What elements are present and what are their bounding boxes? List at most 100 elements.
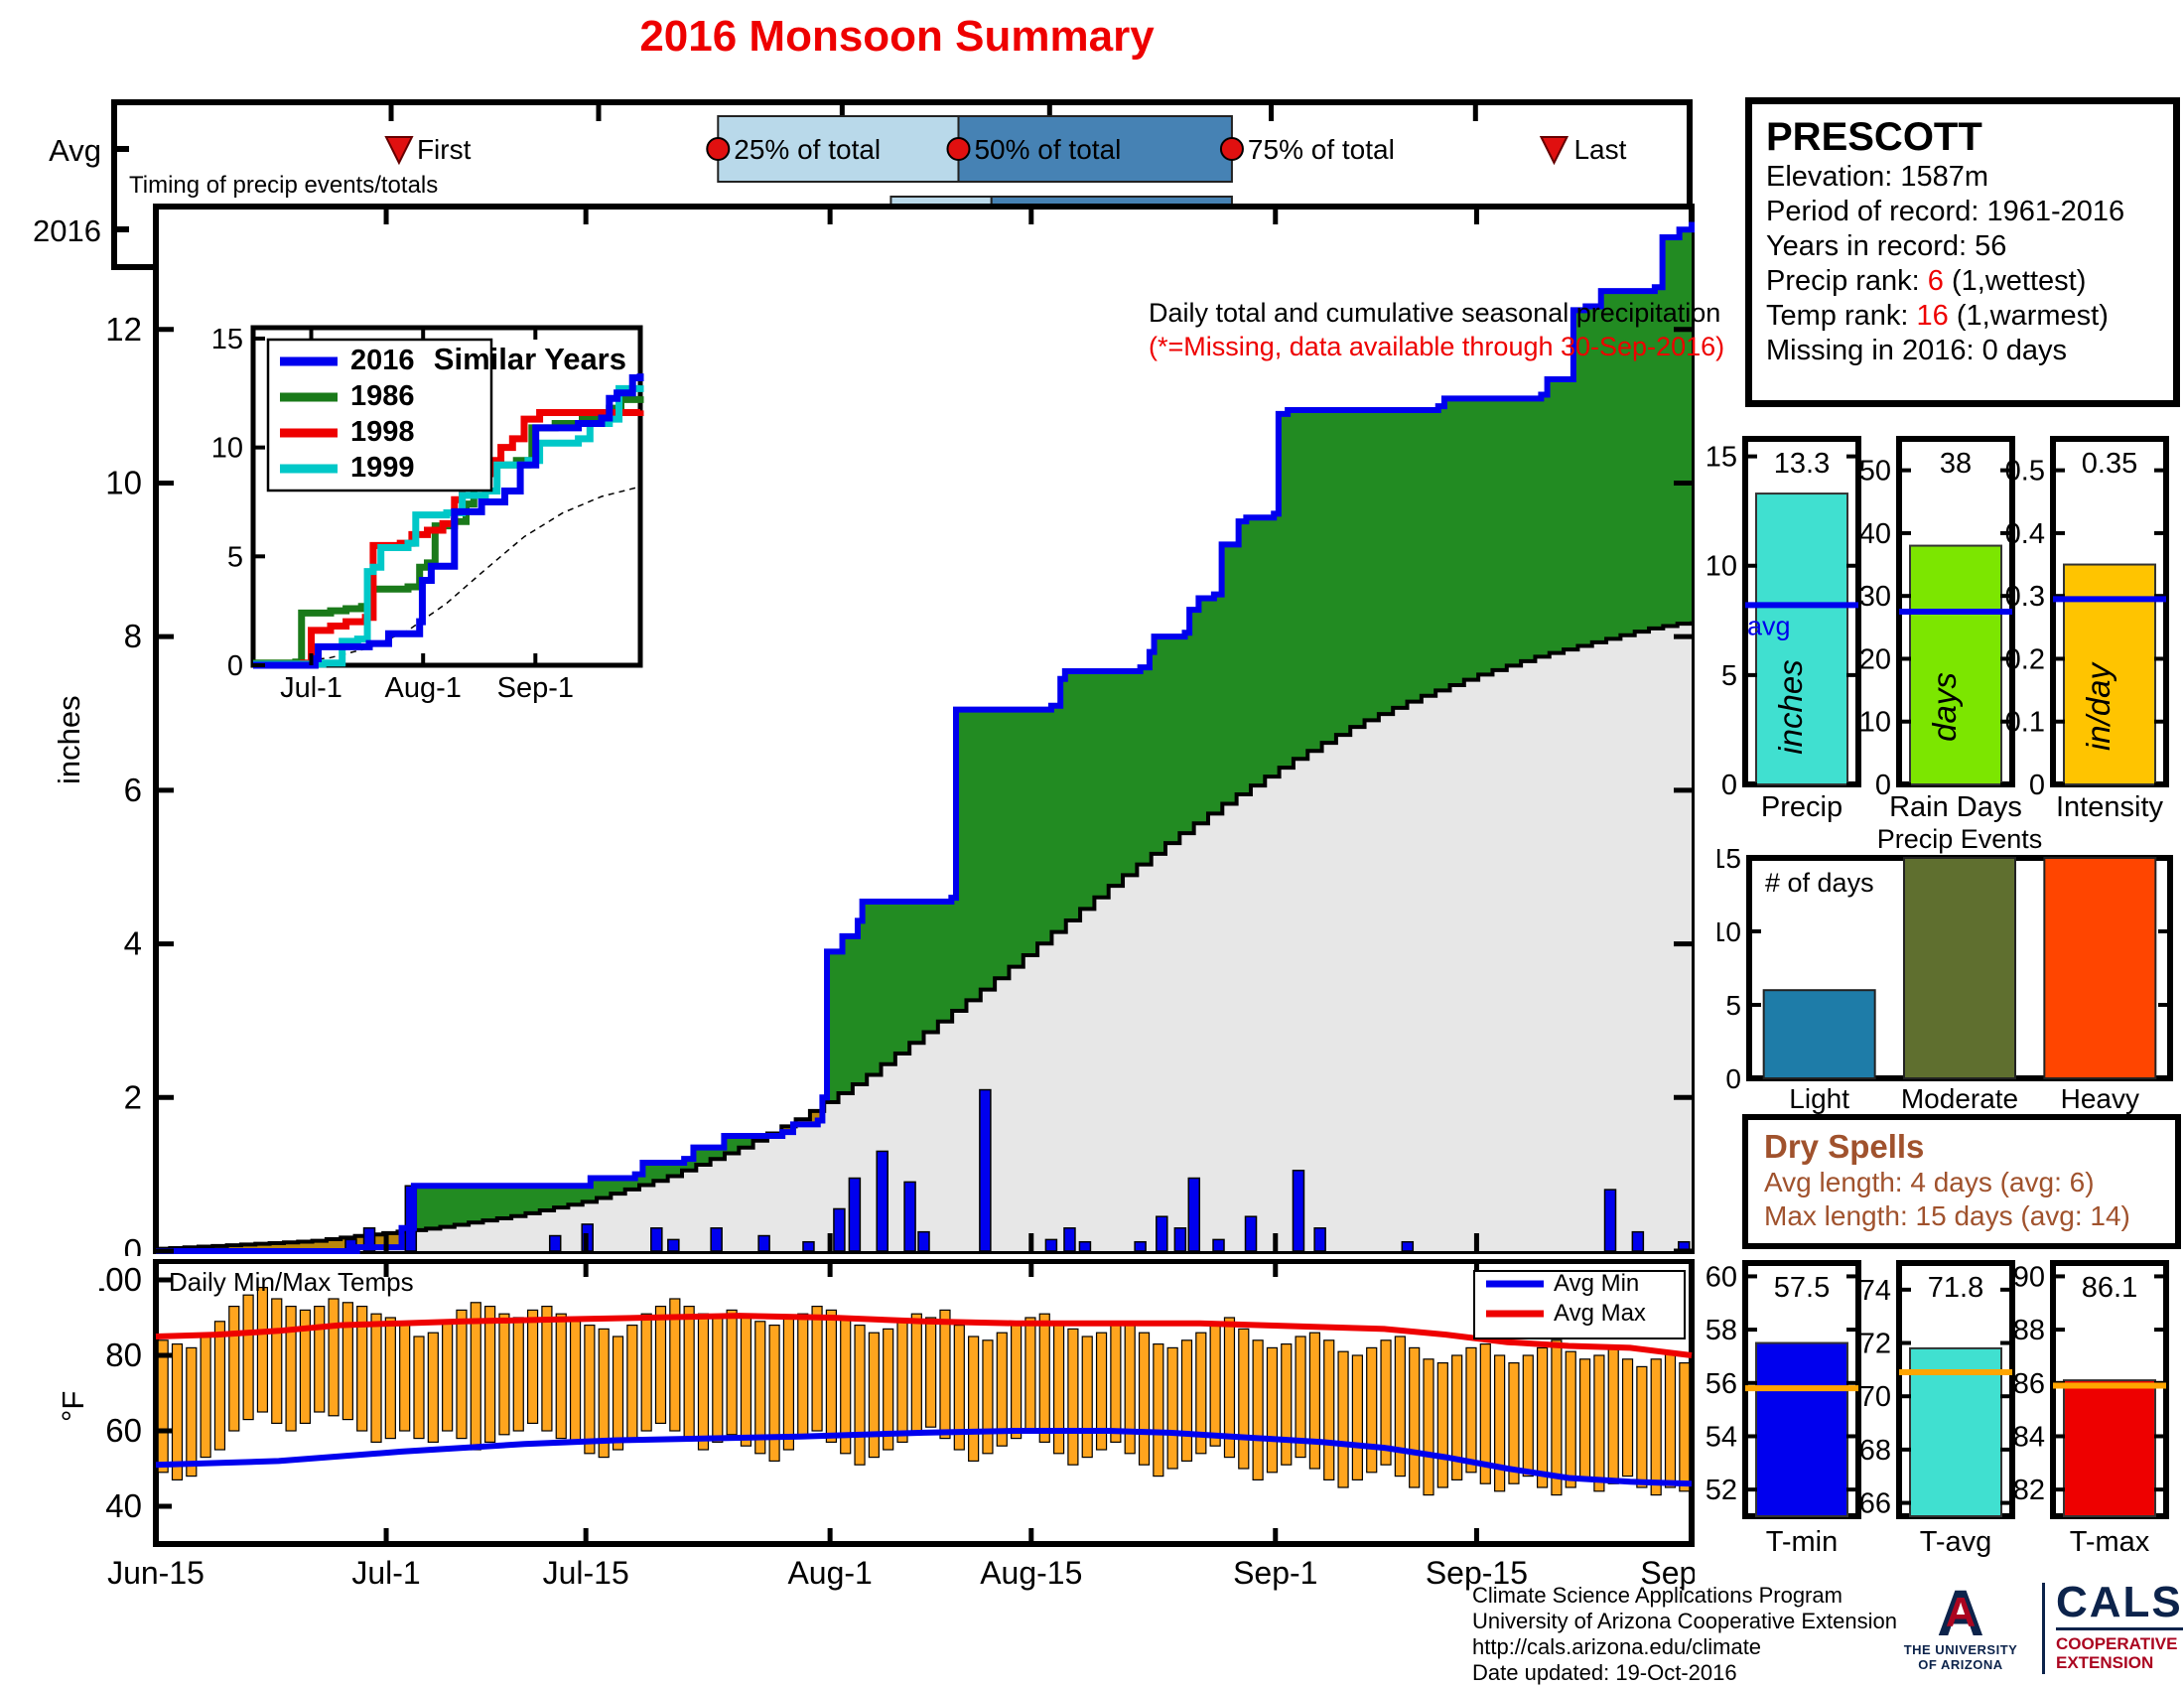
svg-text:56: 56 (1706, 1368, 1737, 1400)
svg-text:1999: 1999 (350, 452, 415, 484)
svg-text:Jul-1: Jul-1 (280, 672, 342, 704)
cumulative-2016-line (156, 221, 1695, 1254)
dry-spells-max: Max length: 15 days (avg: 14) (1764, 1200, 2130, 1231)
temp-axes-ticks: 40 60 80 100 Jun-15 Jul-1 Jul-15 Aug-1 Aug-15 Sep… (99, 1261, 1695, 1591)
svg-text:74: 74 (1859, 1275, 1891, 1307)
svg-text:Aug-15: Aug-15 (980, 1555, 1082, 1591)
svg-text:30: 30 (1859, 581, 1891, 613)
station-years: Years in record: 56 (1766, 230, 2007, 262)
svg-text:6: 6 (124, 772, 142, 808)
missing-data-note: (*=Missing, data available through 30-Se… (1149, 332, 1725, 361)
inset-avg-dashed (252, 486, 641, 666)
logos: A A THE UNIVERSITY OF ARIZONA CALS COOPE… (1891, 1576, 2184, 1680)
svg-text:88: 88 (2013, 1315, 2045, 1346)
svg-text:0.35: 0.35 (2082, 448, 2137, 480)
svg-text:58: 58 (1706, 1315, 1737, 1346)
svg-text:15: 15 (211, 324, 243, 355)
svg-text:# of days: # of days (1765, 868, 1874, 898)
temp-legend: Avg Min Avg Max (1473, 1270, 1686, 1339)
timing-row-label-avg: Avg (49, 133, 101, 168)
ua-logo-text-2: OF ARIZONA (1918, 1657, 2003, 1672)
svg-text:72: 72 (1859, 1329, 1891, 1360)
svg-text:Sep-15: Sep-15 (1426, 1555, 1528, 1591)
svg-text:T-avg: T-avg (1920, 1526, 1992, 1558)
svg-text:Daily Min/Max Temps: Daily Min/Max Temps (169, 1267, 414, 1297)
precip-total-mini-chart: 0 5 10 15 avg 13.3 inches Precip (1706, 436, 1861, 823)
svg-text:10: 10 (1859, 707, 1891, 739)
svg-text:86.1: 86.1 (2082, 1272, 2137, 1304)
svg-text:70: 70 (1859, 1381, 1891, 1413)
footer-line: http://cals.arizona.edu/climate (1472, 1634, 1762, 1659)
daily-temp-bars (157, 1287, 1691, 1496)
svg-text:100: 100 (99, 1261, 142, 1298)
svg-text:60: 60 (1706, 1261, 1737, 1293)
svg-text:50: 50 (1859, 456, 1891, 488)
svg-text:T-max: T-max (2070, 1526, 2150, 1558)
svg-text:10: 10 (1706, 551, 1737, 583)
svg-text:0: 0 (1725, 1063, 1741, 1094)
cals-logo: CALS COOPERATIVE EXTENSION (2056, 1578, 2183, 1672)
avg-min-line (155, 1428, 1693, 1487)
t-min-mini-chart: 52 54 56 58 60 57.5 T-min (1706, 1260, 1861, 1558)
events-bar-Heavy (2043, 857, 2157, 1079)
svg-text:Intensity: Intensity (2056, 791, 2163, 823)
svg-text:0.3: 0.3 (2005, 581, 2045, 613)
temp-y-axis-label: °F (56, 1390, 90, 1422)
svg-text:5: 5 (227, 541, 243, 573)
svg-text:0.5: 0.5 (2005, 456, 2045, 488)
svg-text:Sep-1: Sep-1 (497, 672, 574, 704)
svg-text:0: 0 (124, 1232, 142, 1256)
similar-years-inset: 0 5 10 15 Jul-1 Aug-1 Sep-1 2016 1986 1998 1999 Sim… (211, 324, 644, 704)
svg-text:0: 0 (1875, 770, 1891, 801)
svg-text:Light: Light (1789, 1083, 1849, 1114)
svg-text:Sep-1: Sep-1 (1233, 1555, 1317, 1591)
footer-line: University of Arizona Cooperative Extens… (1472, 1609, 1897, 1633)
svg-text:T-min: T-min (1766, 1526, 1839, 1558)
svg-text:40: 40 (1859, 518, 1891, 550)
svg-text:Heavy: Heavy (2061, 1083, 2139, 1114)
svg-text:20: 20 (1859, 643, 1891, 675)
events-bar-Moderate (1903, 857, 2016, 1079)
svg-text:5: 5 (1725, 990, 1741, 1021)
svg-text:4: 4 (124, 925, 142, 962)
svg-text:Last: Last (1573, 134, 1626, 165)
svg-text:0: 0 (1721, 770, 1737, 801)
svg-text:Aug-1: Aug-1 (385, 672, 462, 704)
svg-text:1998: 1998 (350, 416, 415, 448)
intensity-mini-chart: 0 0.1 0.2 0.3 0.4 0.5 0.35 in/day Intensity (2005, 436, 2169, 823)
station-info-box: PRESCOTT Elevation: 1587m Period of reco… (1745, 97, 2180, 407)
svg-text:0.2: 0.2 (2005, 643, 2045, 675)
base-area (156, 621, 1692, 1251)
svg-text:Precip: Precip (1761, 791, 1843, 823)
svg-text:1986: 1986 (350, 380, 415, 412)
svg-text:inches: inches (1772, 659, 1809, 754)
svg-text:Timing of precip events/totals: Timing of precip events/totals (129, 172, 438, 199)
svg-text:25% of total: 25% of total (734, 134, 881, 165)
daily-precip-bars (344, 1088, 1691, 1252)
logo-divider (2042, 1583, 2045, 1674)
svg-text:66: 66 (1859, 1488, 1891, 1520)
svg-text:68: 68 (1859, 1435, 1891, 1467)
ua-block-a-icon: A A (1937, 1576, 1984, 1649)
svg-text:Similar Years: Similar Years (434, 342, 626, 376)
mini-tmax-bar (2063, 1379, 2156, 1517)
dry-spells-title: Dry Spells (1764, 1128, 1925, 1165)
svg-text:57.5: 57.5 (1774, 1272, 1830, 1304)
svg-text:First: First (417, 134, 472, 165)
mini-tavg-bar (1909, 1346, 2002, 1518)
svg-text:15: 15 (1717, 843, 1741, 874)
svg-text:Moderate: Moderate (1901, 1083, 2018, 1114)
main-axes-ticks: 0 2 4 6 8 10 12 (105, 207, 1692, 1256)
svg-text:Jul-1: Jul-1 (351, 1555, 420, 1591)
svg-text:in/day: in/day (2080, 660, 2116, 751)
svg-text:12: 12 (105, 311, 142, 348)
svg-text:54: 54 (1706, 1421, 1737, 1453)
page-title: 2016 Monsoon Summary (639, 12, 1155, 61)
svg-text:Avg Max: Avg Max (1554, 1300, 1646, 1327)
svg-text:2016: 2016 (350, 345, 415, 376)
svg-text:10: 10 (105, 464, 142, 500)
svg-text:Jun-15: Jun-15 (107, 1555, 205, 1591)
station-precip-rank: Precip rank: 6 (1,wettest) (1766, 265, 2087, 297)
svg-text:40: 40 (105, 1487, 142, 1524)
svg-text:38: 38 (1940, 448, 1972, 480)
